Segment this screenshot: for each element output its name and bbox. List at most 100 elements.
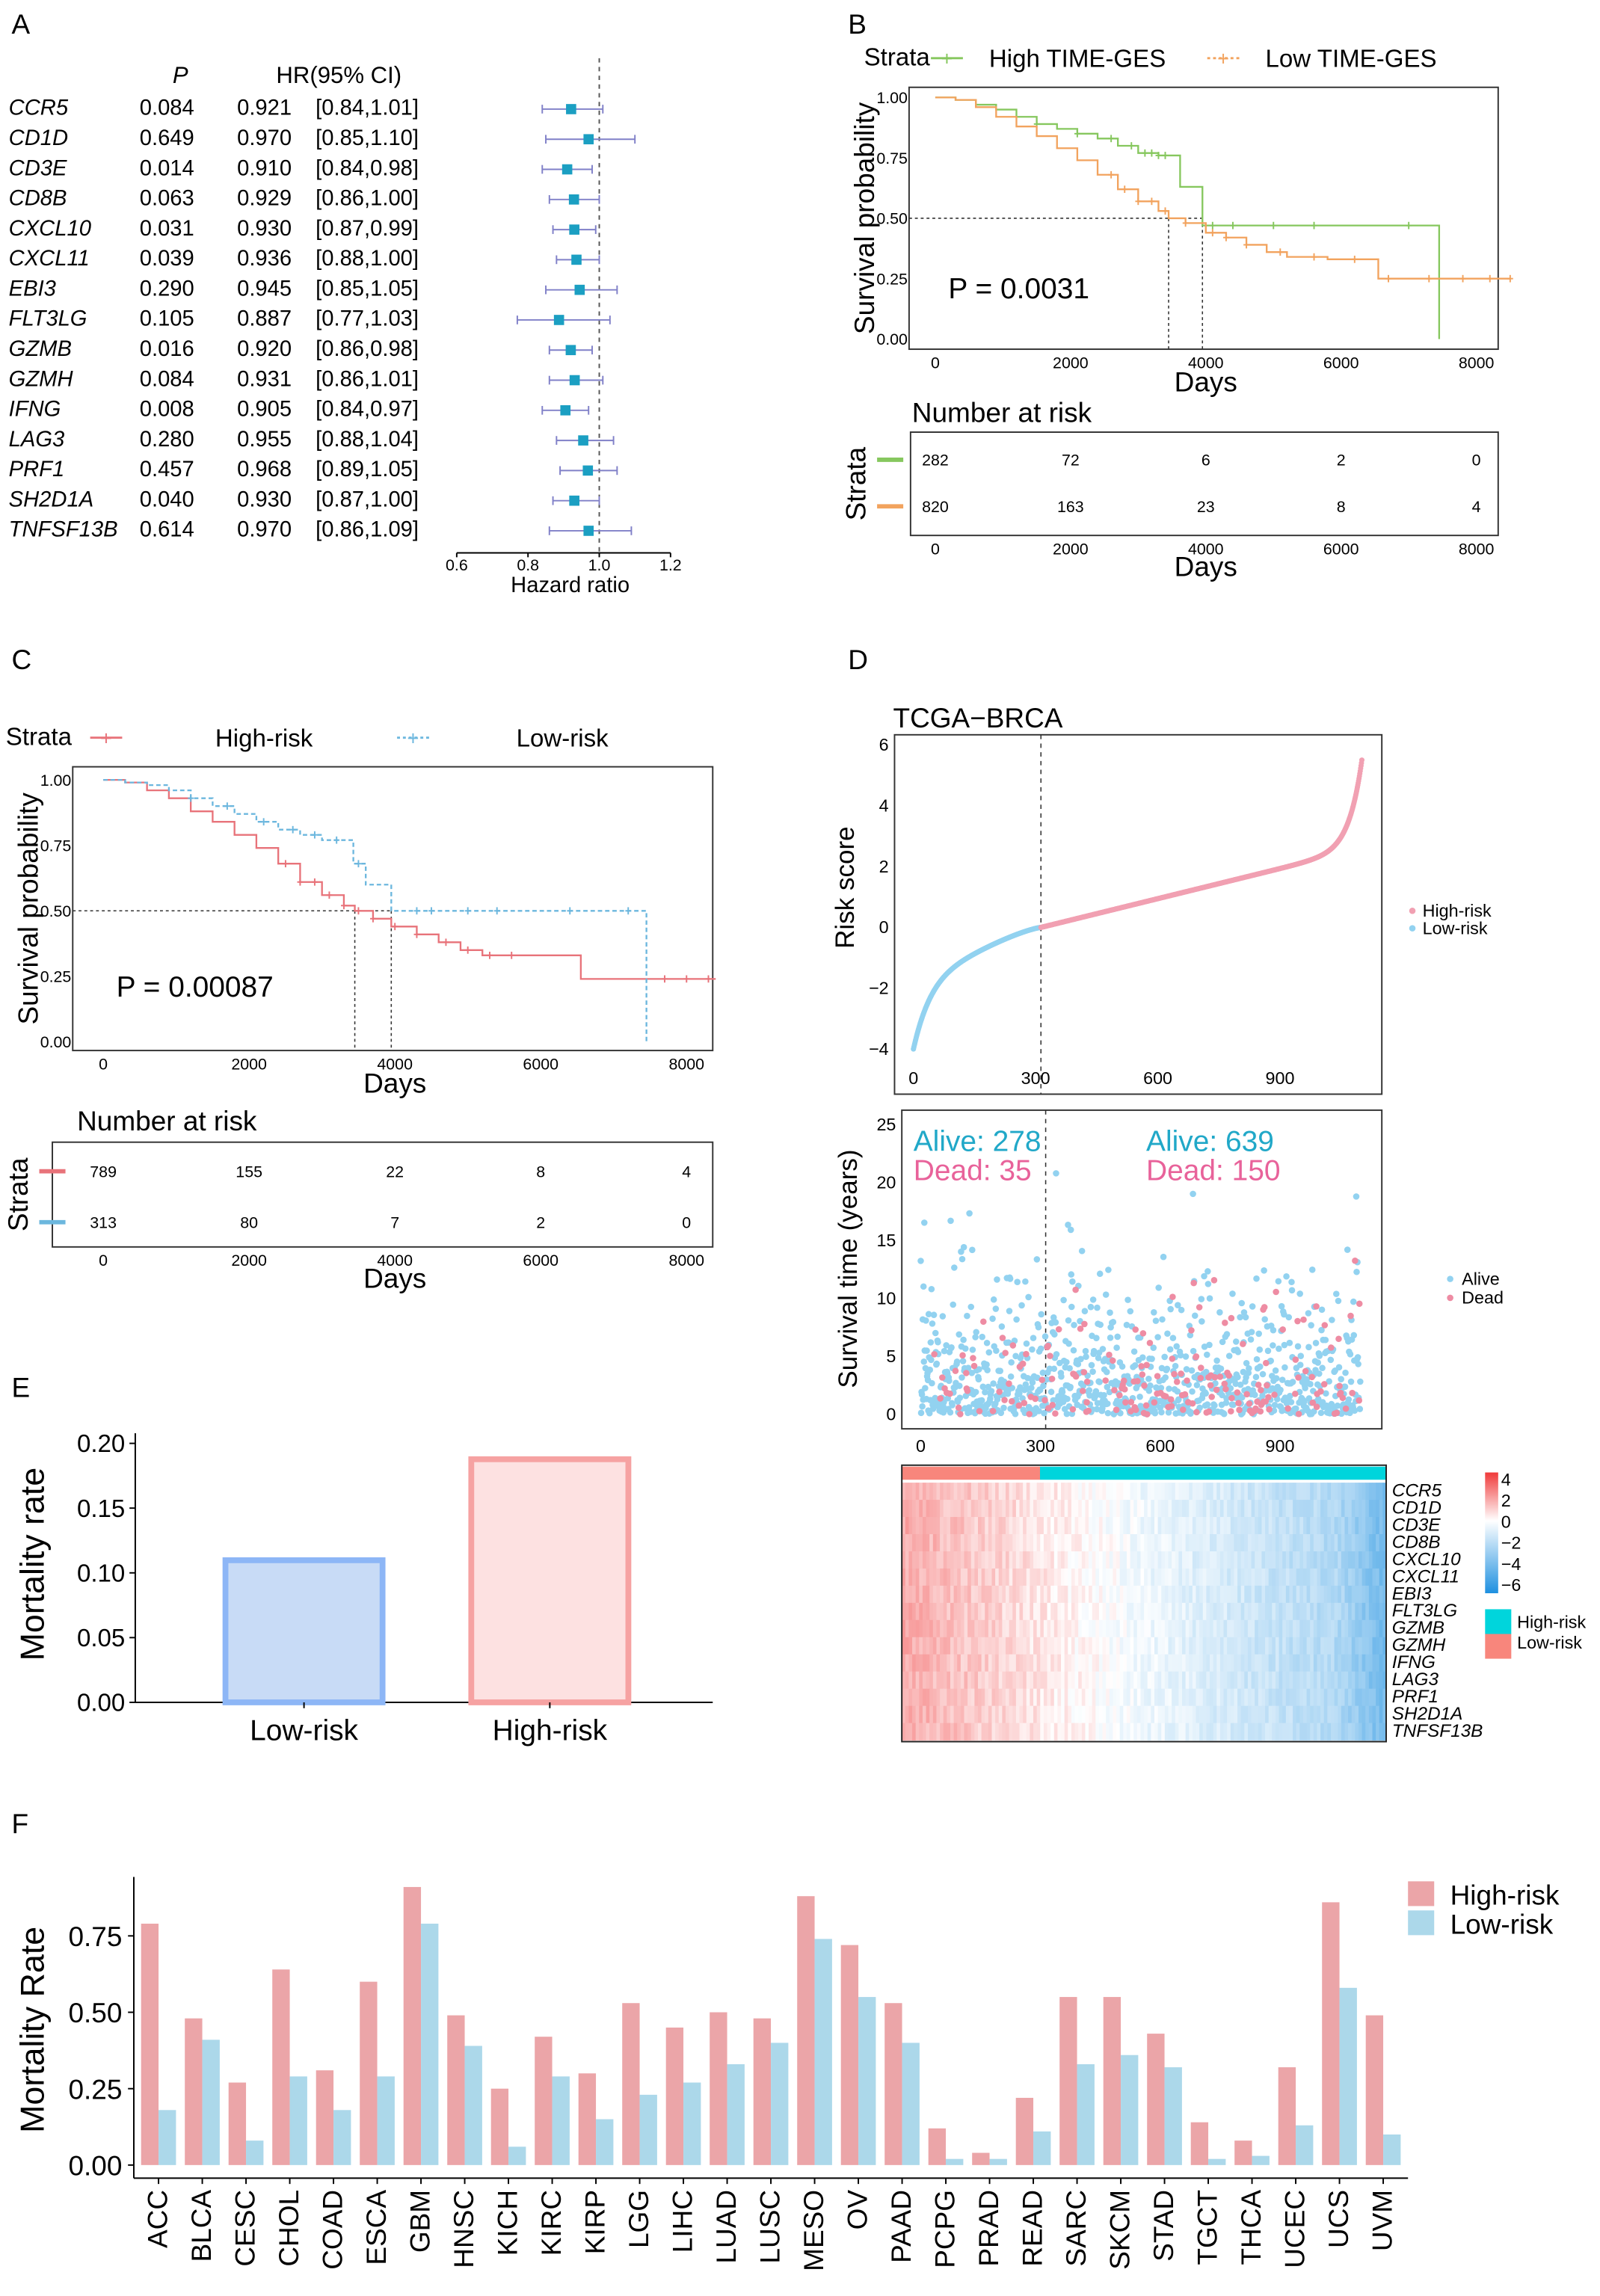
heatmap-cell	[988, 1688, 993, 1707]
alive-point	[1105, 1267, 1112, 1273]
heatmap-cell	[1182, 1637, 1187, 1655]
heatmap-cell	[1258, 1723, 1263, 1741]
heatmap-cell	[1289, 1705, 1293, 1724]
heatmap-cell	[967, 1637, 972, 1655]
heatmap-cell	[1361, 1500, 1366, 1518]
heatmap-cell	[977, 1534, 982, 1552]
alive-point	[1013, 1316, 1020, 1323]
heatmap-cell	[1130, 1585, 1134, 1604]
heatmap-cell	[1033, 1534, 1038, 1552]
heatmap-cell	[1351, 1585, 1356, 1604]
heatmap-cell	[1009, 1551, 1013, 1569]
heatmap-cell	[1033, 1568, 1038, 1586]
heatmap-cell	[1320, 1483, 1325, 1501]
heatmap-cell	[1306, 1585, 1311, 1604]
heatmap-cell	[1275, 1602, 1280, 1621]
confidence-interval: [0.84,1.01]	[316, 96, 419, 120]
heatmap-cell	[1265, 1671, 1270, 1690]
heatmap-cell	[1330, 1637, 1335, 1655]
heatmap-cell	[1317, 1637, 1321, 1655]
heatmap-cell	[1123, 1483, 1127, 1501]
heatmap-cell	[1206, 1602, 1210, 1621]
alive-point	[1152, 1317, 1160, 1324]
heatmap-cell	[940, 1619, 944, 1638]
heatmap-cell	[998, 1551, 1003, 1569]
p-value-annotation: P = 0.00087	[117, 971, 274, 1003]
heatmap-cell	[1213, 1483, 1217, 1501]
heatmap-cell	[1196, 1619, 1200, 1638]
alive-point	[1338, 1376, 1344, 1382]
heatmap-cell	[1161, 1637, 1166, 1655]
hr-point	[582, 465, 594, 476]
heatmap-cell	[953, 1568, 958, 1586]
confidence-interval: [0.88,1.00]	[316, 247, 419, 271]
heatmap-cell	[1240, 1551, 1245, 1569]
heatmap-cell	[1306, 1705, 1311, 1724]
heatmap-cell	[932, 1637, 938, 1655]
dead-point	[1243, 1391, 1250, 1398]
heatmap-cell	[1275, 1483, 1280, 1501]
heatmap-cell	[1092, 1517, 1096, 1535]
heatmap-cell	[1265, 1483, 1270, 1501]
heatmap-cell	[1161, 1602, 1166, 1621]
heatmap-cell	[1144, 1500, 1148, 1518]
heatmap-cell	[1189, 1483, 1193, 1501]
heatmap-cell	[1216, 1534, 1221, 1552]
heatmap-cell	[1057, 1688, 1062, 1707]
heatmap-cell	[1255, 1585, 1259, 1604]
gene-label: GZMB	[9, 337, 72, 361]
heatmap-cell	[926, 1671, 930, 1690]
heatmap-cell	[1106, 1585, 1110, 1604]
heatmap-cell	[1172, 1671, 1176, 1690]
panel-label: B	[848, 9, 867, 40]
heatmap-cell	[1293, 1619, 1297, 1638]
heatmap-cell	[1219, 1551, 1225, 1569]
heatmap-cell	[1341, 1671, 1346, 1690]
heatmap-cell	[940, 1483, 944, 1501]
heatmap-cell	[1185, 1688, 1190, 1707]
heatmap-cell	[1043, 1671, 1048, 1690]
heatmap-cell	[1210, 1705, 1214, 1724]
heatmap-cell	[1219, 1723, 1225, 1741]
heatmap-cell	[1327, 1551, 1332, 1569]
heatmap-cell	[1376, 1688, 1380, 1707]
alive-point	[966, 1210, 973, 1217]
heatmap-cell	[1275, 1637, 1280, 1655]
heatmap-cell	[1175, 1723, 1179, 1741]
alive-point	[1293, 1405, 1299, 1412]
heatmap-cell	[902, 1585, 906, 1604]
dead-point	[1121, 1385, 1128, 1393]
hazard-ratio: 0.905	[237, 398, 292, 422]
heatmap-cell	[1164, 1534, 1169, 1552]
heatmap-cell	[1161, 1619, 1166, 1638]
heatmap-cell	[988, 1568, 993, 1586]
dead-point	[1317, 1388, 1324, 1395]
heatmap-cell	[1012, 1568, 1017, 1586]
heatmap-cell	[1002, 1671, 1006, 1690]
heatmap-cell	[1227, 1483, 1231, 1501]
heatmap-cell	[1061, 1654, 1065, 1672]
heatmap-cell	[1172, 1637, 1176, 1655]
gene-label: CD3E	[1392, 1515, 1441, 1535]
heatmap-cell	[1133, 1671, 1138, 1690]
heatmap-cell	[1251, 1551, 1255, 1569]
heatmap-cell	[1092, 1619, 1096, 1638]
heatmap-cell	[1379, 1723, 1383, 1741]
heatmap-cell	[1210, 1517, 1214, 1535]
heatmap-cell	[1030, 1705, 1034, 1724]
heatmap-cell	[1192, 1483, 1197, 1501]
heatmap-cell	[1185, 1500, 1190, 1518]
heatmap-cell	[1338, 1654, 1342, 1672]
heatmap-cell	[1206, 1500, 1210, 1518]
heatmap-cell	[943, 1688, 947, 1707]
heatmap-cell	[1040, 1500, 1044, 1518]
heatmap-cell	[1296, 1585, 1300, 1604]
heatmap-cell	[1074, 1534, 1079, 1552]
alive-point	[930, 1311, 938, 1318]
heatmap-cell	[1136, 1619, 1142, 1638]
censor-plus-icon: +	[941, 47, 953, 70]
heatmap-cell	[1126, 1723, 1131, 1741]
heatmap-cell	[1244, 1534, 1249, 1552]
heatmap-cell	[1330, 1551, 1335, 1569]
heatmap-cell	[1230, 1654, 1234, 1672]
